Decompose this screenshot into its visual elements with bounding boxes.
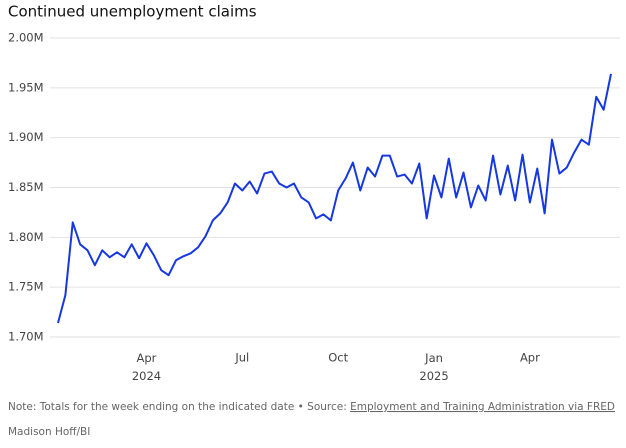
x-tick-label-line: Apr: [137, 351, 157, 365]
source-link[interactable]: Employment and Training Administration v…: [350, 401, 615, 413]
note: Note: Totals for the week ending on the …: [8, 401, 615, 413]
y-tick-label: 1.85M: [8, 180, 44, 194]
y-tick-label: 1.90M: [8, 130, 44, 144]
y-tick-label: 2.00M: [8, 31, 44, 45]
line: [57, 73, 612, 324]
x-tick-label: Apr: [520, 351, 540, 365]
y-tick-label: 1.80M: [8, 230, 44, 244]
y-tick-label: 1.75M: [8, 280, 44, 294]
x-tick-label: Jan 2025: [419, 351, 448, 383]
credit: Madison Hoff/BI: [8, 426, 90, 438]
y-tick-label: 1.70M: [8, 330, 44, 344]
x-tick-label: Oct: [328, 351, 348, 365]
x-tick-label: Jul: [234, 351, 249, 365]
note-text: Note: Totals for the week ending on the …: [8, 401, 350, 413]
x-tick-label-line: Jan: [424, 351, 443, 365]
x-tick-label-line: 2025: [419, 369, 448, 383]
x-tick-label-line: 2024: [132, 369, 161, 383]
x-tick-label: Apr 2024: [132, 351, 161, 383]
chart-title: Continued unemployment claims: [8, 3, 257, 21]
y-tick-label: 1.95M: [8, 80, 44, 94]
